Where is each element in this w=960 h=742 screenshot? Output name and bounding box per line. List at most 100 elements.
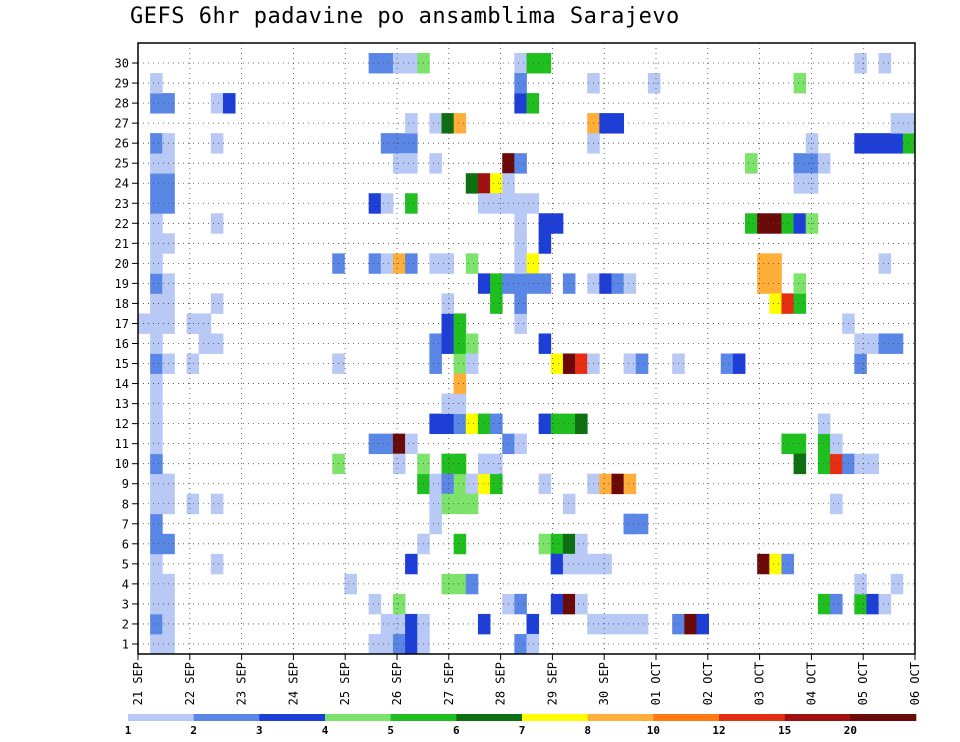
heatmap-cell (732, 353, 746, 374)
heatmap-cell (429, 513, 442, 535)
heatmap-cell (405, 253, 418, 274)
heatmap-cell (150, 313, 163, 334)
colorbar-label: 8 (584, 724, 591, 737)
y-tick-label: 11 (115, 437, 129, 451)
heatmap-cell (150, 493, 163, 515)
heatmap-cell (514, 153, 527, 174)
heatmap-cell (854, 53, 867, 74)
heatmap-cell (550, 593, 564, 615)
heatmap-cell (150, 553, 163, 575)
heatmap-cell (465, 413, 479, 435)
heatmap-cell (745, 213, 758, 234)
heatmap-cell (866, 453, 879, 475)
y-tick-label: 27 (115, 117, 129, 131)
y-tick-label: 15 (115, 357, 129, 371)
heatmap-cell (514, 313, 527, 334)
heatmap-cell (453, 313, 467, 334)
heatmap-cell (854, 133, 867, 154)
heatmap-cell (380, 133, 394, 154)
y-axis: 1234567891011121314151617181920212223242… (115, 57, 138, 651)
y-tick-label: 6 (122, 537, 129, 551)
heatmap-cell (368, 253, 382, 274)
grid-lines (138, 43, 915, 654)
heatmap-cell (854, 353, 867, 374)
heatmap-cell (769, 253, 782, 274)
x-tick-label: 22 SEP (183, 662, 197, 705)
heatmap-cell (429, 473, 442, 495)
heatmap-cell (465, 173, 479, 194)
heatmap-cell (441, 293, 455, 314)
x-tick-label: 28 SEP (494, 662, 508, 705)
heatmap-cell (477, 193, 491, 214)
heatmap-cell (477, 173, 491, 194)
heatmap-cell (429, 153, 442, 174)
heatmap-cell (198, 333, 212, 354)
heatmap-cell (902, 113, 916, 134)
x-tick-label: 27 SEP (442, 662, 456, 705)
heatmap-cell (514, 213, 527, 234)
heatmap-cell (562, 413, 576, 435)
heatmap-cell (720, 353, 734, 374)
heatmap-cell (150, 413, 163, 435)
heatmap-cell (878, 593, 892, 615)
heatmap-cell (854, 453, 867, 475)
heatmap-cell (781, 293, 794, 314)
y-tick-label: 24 (115, 177, 129, 191)
heatmap-cell (368, 53, 382, 74)
heatmap-cell (150, 73, 163, 94)
x-tick-label: 23 SEP (235, 662, 249, 705)
heatmap-cell (514, 253, 527, 274)
heatmap-cell (150, 333, 163, 354)
heatmap-cell (514, 53, 527, 74)
heatmap-cell (514, 93, 527, 114)
heatmap-cell (878, 53, 892, 74)
colorbar-label: 10 (647, 724, 660, 737)
y-tick-label: 13 (115, 397, 129, 411)
x-tick-label: 04 OCT (804, 662, 818, 705)
heatmap-cell (538, 53, 552, 74)
heatmap-cell (210, 133, 224, 154)
heatmap-cell (222, 93, 236, 114)
heatmap-cell (380, 433, 394, 455)
heatmap-cell (150, 193, 163, 214)
heatmap-cell (538, 273, 552, 294)
heatmap-cell (150, 593, 163, 615)
colorbar-label: 4 (322, 724, 329, 737)
colorbar-swatch (522, 714, 588, 721)
heatmap-cell (805, 153, 819, 174)
heatmap-cell (526, 93, 540, 114)
heatmap-cell (441, 393, 455, 414)
heatmap-cell (538, 533, 552, 555)
heatmap-cell (890, 113, 904, 134)
heatmap-cell (150, 433, 163, 455)
heatmap-cell (441, 473, 455, 495)
heatmap-cell (405, 53, 418, 74)
heatmap-cell (198, 313, 212, 334)
heatmap-cell (805, 173, 819, 194)
heatmap-cell (477, 613, 491, 635)
heatmap-cell (769, 273, 782, 294)
heatmap-cell (647, 73, 661, 94)
heatmap-cell (392, 433, 406, 455)
heatmap-cell (441, 573, 455, 595)
heatmap-cell (514, 233, 527, 254)
heatmap-cell (392, 53, 406, 74)
heatmap-cell (150, 173, 163, 194)
heatmap-cell (526, 253, 540, 274)
y-tick-label: 25 (115, 157, 129, 171)
heatmap-cell (781, 213, 794, 234)
colorbar-label: 1 (125, 724, 132, 737)
x-tick-label: 06 OCT (908, 662, 922, 705)
heatmap-cell (368, 593, 382, 615)
heatmap-cell (514, 273, 527, 294)
colorbar-swatch (456, 714, 523, 721)
heatmap-cell (538, 333, 552, 354)
heatmap-cell (866, 333, 879, 354)
heatmap-cell (793, 213, 807, 234)
heatmap-cell (490, 273, 503, 294)
heatmap-cell (477, 273, 491, 294)
heatmap-cell (150, 293, 163, 314)
heatmap-cell (344, 573, 357, 595)
colorbar-label: 20 (844, 724, 857, 737)
heatmap-cell (623, 353, 637, 374)
